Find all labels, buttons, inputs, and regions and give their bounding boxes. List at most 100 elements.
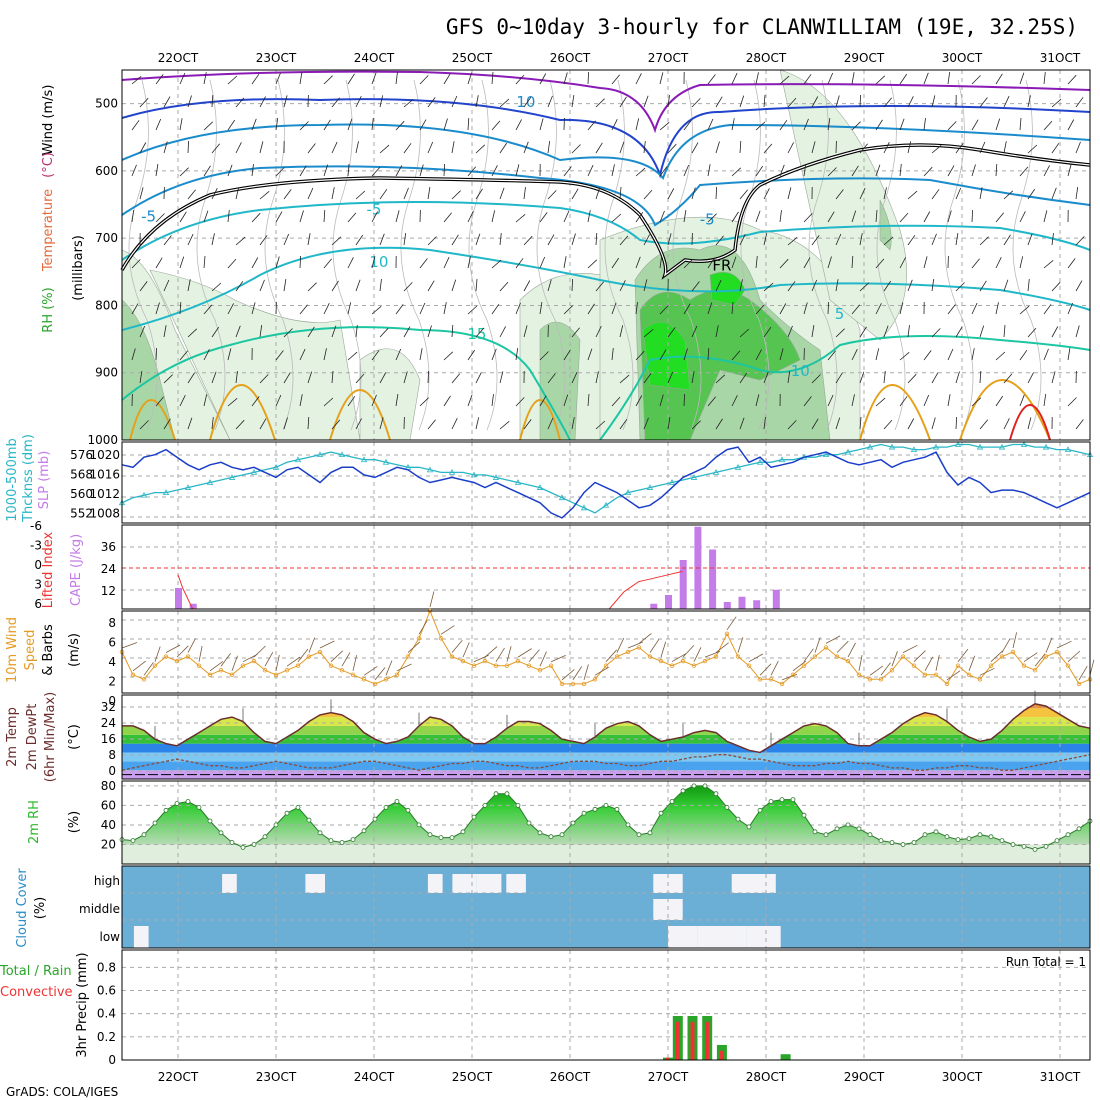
wind-barb-10m	[649, 639, 660, 653]
wind-barb	[691, 98, 701, 108]
thk-tick: 552	[70, 507, 93, 521]
wind-barb	[187, 189, 196, 200]
wind-barb	[659, 72, 664, 85]
temp-contour	[1009, 404, 1051, 441]
x-axis-labels: 22OCT 22OCT 23OCT 23OCT 24OCT 24OCT 25OCT 25OCT…	[158, 51, 1081, 1084]
temp-ylabel-b: 2m DewPt	[25, 704, 40, 771]
rh-point	[350, 837, 356, 842]
thickness-marker	[426, 466, 434, 473]
temp-bands	[122, 703, 1090, 779]
wind-barb	[763, 143, 773, 154]
wind-barb	[187, 417, 193, 430]
wind-barb	[739, 372, 748, 384]
rh-point	[988, 834, 994, 840]
wind-barb	[499, 371, 504, 384]
wind-barb	[763, 326, 772, 338]
rh-contour	[604, 79, 634, 431]
wind-barb	[235, 325, 241, 338]
x-tick-top: 25OCT	[452, 51, 493, 65]
wind-barb	[563, 256, 567, 269]
wind-barb	[923, 118, 926, 131]
wind-barb	[491, 120, 501, 131]
wind-barb	[347, 118, 353, 131]
wind-barb	[587, 393, 590, 407]
wind-barb	[923, 350, 932, 361]
wind-barb	[211, 417, 214, 430]
wind-barb	[1067, 302, 1074, 315]
wind-barb	[595, 187, 601, 200]
precip-total-bar	[780, 1054, 791, 1060]
wind-barb	[587, 71, 589, 85]
wind-barb	[587, 348, 593, 361]
li-tick: -3	[30, 539, 42, 553]
wind-barb	[539, 302, 543, 315]
thickness-marker	[910, 446, 918, 452]
wind-barb	[563, 210, 570, 223]
wind-barb	[955, 282, 965, 292]
rh-point	[372, 816, 378, 822]
wind-speed-point	[834, 654, 840, 659]
wind-barb	[139, 187, 144, 200]
wind-barb	[539, 212, 548, 223]
wind-barb-10m	[198, 645, 203, 662]
wind-barb	[1003, 190, 1014, 200]
wind-barb	[763, 233, 768, 246]
rh-point	[163, 807, 169, 813]
wind-barb	[779, 258, 789, 269]
wind-tick: 4	[108, 655, 116, 669]
wind-speed-point	[1054, 649, 1060, 655]
wind-barb	[139, 97, 149, 108]
rh-point	[658, 810, 664, 816]
wind-barb	[907, 96, 914, 108]
temp-tick: 16	[101, 732, 116, 746]
wind-speed-point	[757, 677, 763, 682]
wind-barb	[203, 121, 214, 131]
rh-point	[427, 832, 433, 838]
wind-barb	[611, 74, 621, 85]
wind-barb	[515, 119, 522, 131]
wind-barb	[1027, 279, 1030, 292]
wind-barb	[187, 233, 194, 246]
wind-speed-point	[306, 654, 312, 659]
wind-barb	[131, 303, 139, 315]
rh-point	[383, 805, 389, 810]
wind-barb	[203, 349, 210, 361]
wind-speed-point	[658, 658, 664, 664]
wind-speed-point	[812, 654, 818, 659]
wind-barb	[1043, 72, 1046, 85]
wind-barb-10m	[484, 646, 498, 658]
wind-barb	[355, 190, 366, 200]
rh-contour	[400, 79, 430, 431]
wind-barb-10m	[121, 642, 138, 649]
wind-barb	[971, 119, 979, 131]
wind-barb	[979, 280, 987, 292]
wind-barb-10m	[594, 666, 609, 676]
wind-barb	[515, 213, 526, 223]
wind-barb	[139, 371, 143, 384]
rh-point	[614, 806, 620, 812]
rh-point	[438, 835, 444, 840]
rh-point	[559, 832, 565, 838]
wind-speed-point	[504, 663, 510, 668]
wind-barb-10m	[528, 649, 540, 662]
wind-barb	[395, 165, 403, 177]
wind-barb	[467, 117, 470, 131]
temp-band	[122, 725, 1090, 735]
thickness-marker	[580, 504, 588, 511]
wind-barb	[419, 348, 423, 361]
wind-barb-10m	[1001, 638, 1011, 653]
thickness-marker	[250, 469, 258, 475]
contour-label: -5	[700, 211, 715, 229]
wind-ylabel-b: Speed	[23, 630, 38, 671]
rh-contour	[876, 79, 906, 431]
temp-tick: 32	[101, 700, 116, 714]
wind-barb	[659, 121, 670, 131]
cloud-clear	[222, 874, 237, 893]
wind-barb	[635, 167, 646, 177]
wind-barb	[371, 118, 374, 131]
wind-barb	[635, 256, 641, 269]
wind-barb	[499, 98, 510, 108]
wind-barb	[667, 417, 671, 430]
wind-barb	[587, 303, 595, 315]
thickness-marker	[624, 489, 632, 496]
